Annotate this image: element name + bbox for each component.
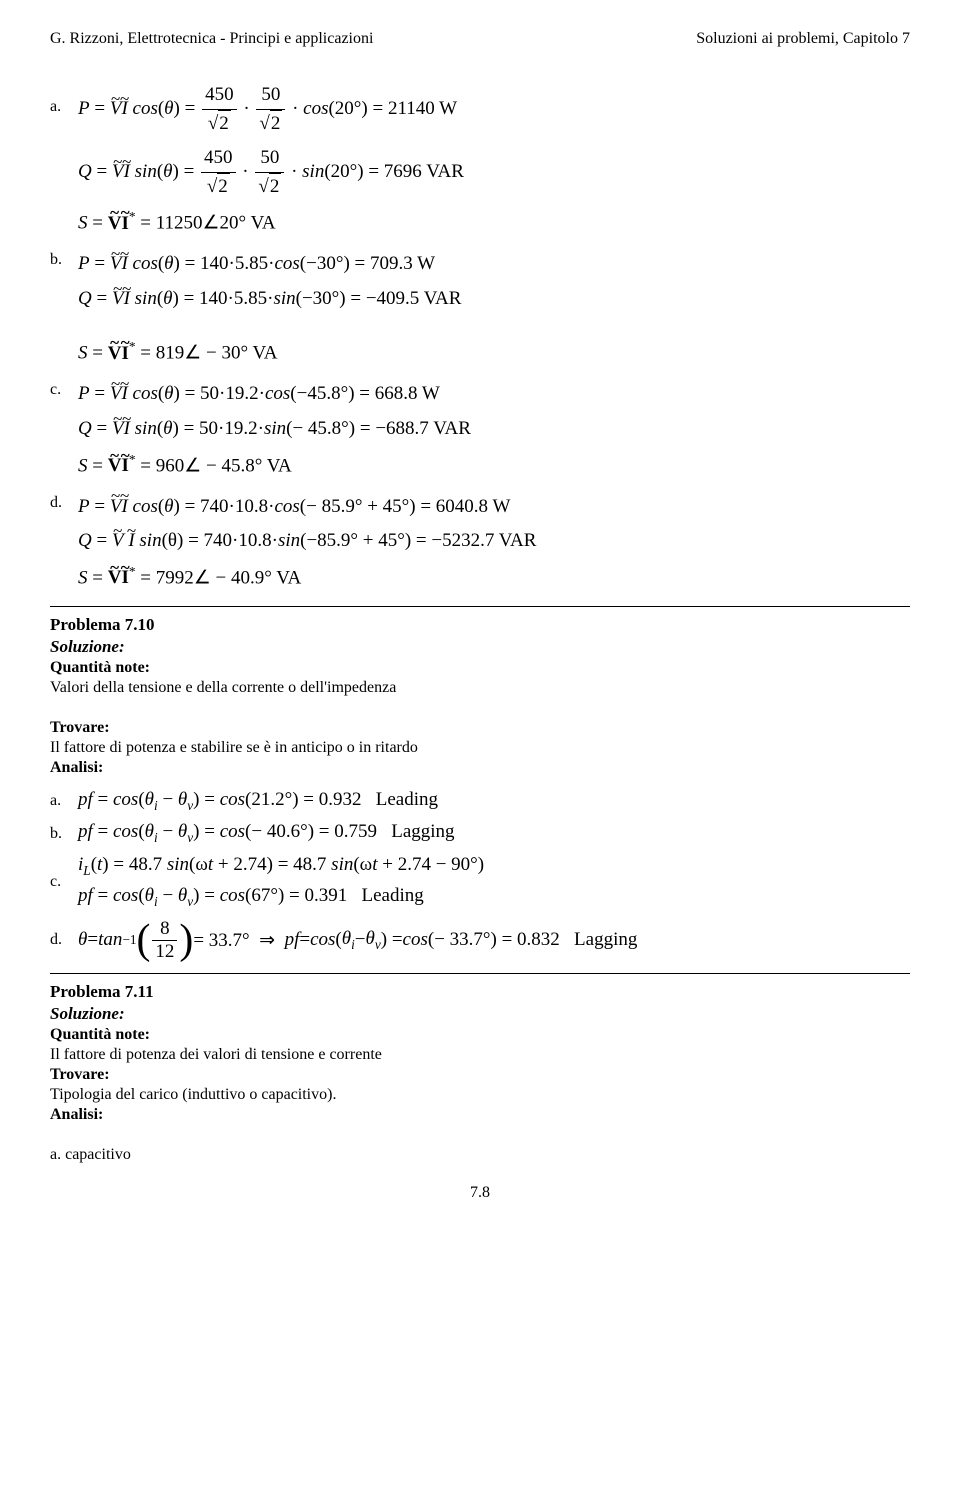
pf-b: b. pf = cos(θi − θv) = cos(− 40.6°) = 0.… (50, 821, 910, 846)
problem-title-2: Problema 7.11 (50, 982, 910, 1002)
eq-a-Q: Q = VI sin(θ) = 4502 · 502 · sin(20°) = … (78, 145, 464, 200)
analisi-label-2: Analisi: (50, 1106, 103, 1123)
pf-c: c. iL(t) = 48.7 sin(ωt + 2.74) = 48.7 si… (50, 854, 910, 910)
eq-c: c. P = VI cos(θ) = 50·19.2·cos(−45.8°) =… (50, 377, 910, 483)
eq-c-P: P = VI cos(θ) = 50·19.2·cos(−45.8°) = 66… (78, 381, 471, 408)
eq-c-S: S = VI* = 960∠ − 45.8° VA (78, 451, 471, 480)
eq-b-S: S = VI* = 819∠ − 30° VA (78, 338, 461, 367)
eq-a-S: S = VI* = 11250∠20° VA (78, 208, 464, 237)
eq-d-S: S = VI* = 7992∠ − 40.9° VA (78, 563, 536, 592)
soluzione-label-2: Soluzione: (50, 1004, 910, 1024)
label-d: d. (50, 490, 78, 512)
analisi-label: Analisi: (50, 759, 103, 776)
soluzione-label: Soluzione: (50, 637, 910, 657)
header-right: Soluzioni ai problemi, Capitolo 7 (696, 30, 910, 48)
trovare-text: Il fattore di potenza e stabilire se è i… (50, 739, 910, 757)
trovare-label: Trovare: (50, 719, 110, 736)
eq-b-P: P = VI cos(θ) = 140·5.85·cos(−30°) = 709… (78, 251, 461, 278)
label-a: a. (50, 78, 78, 116)
answer-a: a. capacitivo (50, 1146, 910, 1164)
page-number: 7.8 (50, 1184, 910, 1202)
problem-7-10: Problema 7.10 Soluzione: Quantità note: … (50, 615, 910, 777)
equations-block-1: a. P = VI cos(θ) = 4502 · 502 · cos(20°)… (50, 78, 910, 596)
quantita-text-2: Il fattore di potenza dei valori di tens… (50, 1046, 910, 1064)
label-b: b. (50, 247, 78, 269)
eq-c-Q: Q = VI sin(θ) = 50·19.2·sin(− 45.8°) = −… (78, 416, 471, 443)
header-left: G. Rizzoni, Elettrotecnica - Principi e … (50, 30, 373, 48)
pf-d: d. θ = tan−1 ( 812 ) = 33.7° ⇒ pf = cos(… (50, 918, 910, 963)
quantita-label: Quantità note: (50, 659, 150, 676)
eq-a-P: P = VI cos(θ) = 4502 · 502 · cos(20°) = … (78, 82, 464, 137)
quantita-text: Valori della tensione e della corrente o… (50, 679, 910, 697)
eq-b-Q: Q = VI sin(θ) = 140·5.85·sin(−30°) = −40… (78, 286, 461, 313)
problem-7-11: Problema 7.11 Soluzione: Quantità note: … (50, 982, 910, 1164)
quantita-label-2: Quantità note: (50, 1026, 150, 1043)
eq-d-P: P = VI cos(θ) = 740·10.8·cos(− 85.9° + 4… (78, 494, 536, 521)
eq-a: a. P = VI cos(θ) = 4502 · 502 · cos(20°)… (50, 78, 910, 241)
divider-2 (50, 973, 910, 974)
equations-block-2: a. pf = cos(θi − θv) = cos(21.2°) = 0.93… (50, 789, 910, 963)
trovare-label-2: Trovare: (50, 1066, 110, 1083)
page-header: G. Rizzoni, Elettrotecnica - Principi e … (50, 30, 910, 48)
trovare-text-2: Tipologia del carico (induttivo o capaci… (50, 1086, 910, 1104)
pf-a: a. pf = cos(θi − θv) = cos(21.2°) = 0.93… (50, 789, 910, 814)
eq-d-Q: Q = V I sin(θ) = 740·10.8·sin(−85.9° + 4… (78, 528, 536, 555)
label-c: c. (50, 377, 78, 399)
divider-1 (50, 606, 910, 607)
eq-b: b. P = VI cos(θ) = 140·5.85·cos(−30°) = … (50, 247, 910, 371)
eq-d: d. P = VI cos(θ) = 740·10.8·cos(− 85.9° … (50, 490, 910, 596)
problem-title: Problema 7.10 (50, 615, 910, 635)
